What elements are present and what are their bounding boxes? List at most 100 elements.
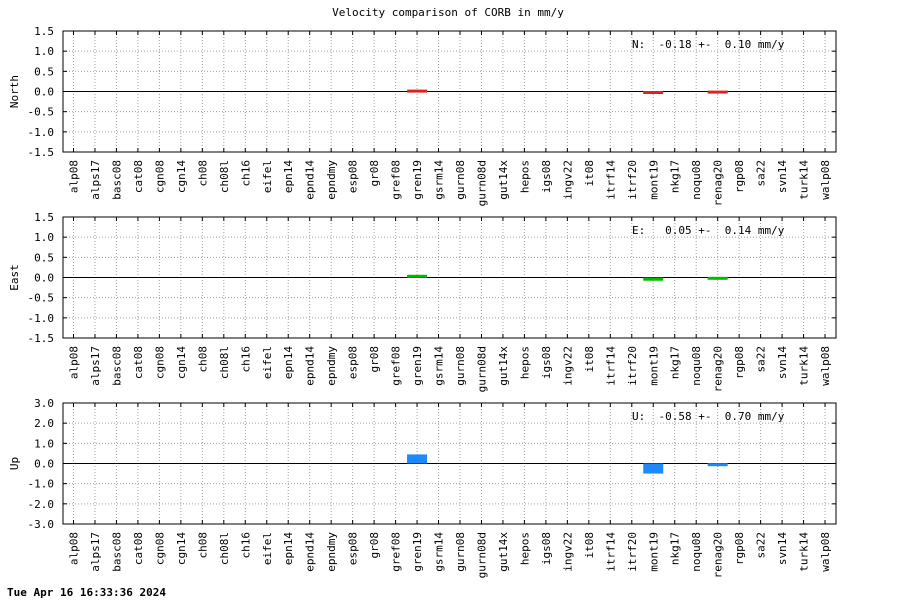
xtick-label: eifel [261, 160, 274, 193]
xtick-label: ingv22 [561, 160, 574, 200]
xtick-label: igs08 [540, 160, 553, 193]
plot-frame [62, 402, 837, 525]
bar-mont19 [643, 277, 664, 281]
xtick-label: gsrm14 [433, 346, 446, 386]
xtick-label: gut14x [497, 346, 510, 386]
xtick-label: cat08 [132, 160, 145, 193]
ytick-label: -0.5 [28, 106, 55, 119]
xtick-label: epnd14 [304, 346, 317, 386]
bar-renag20 [707, 90, 728, 94]
xtick-label: epndmy [325, 160, 338, 200]
xtick-label: gref08 [390, 160, 403, 200]
xtick-label: gurn08d [475, 346, 488, 392]
xtick-label: mont19 [647, 160, 660, 200]
xtick-label: igs08 [540, 532, 553, 565]
ytick-label: 0.5 [34, 251, 54, 264]
xtick-label: epnd14 [304, 532, 317, 572]
ytick-label: 3.0 [34, 397, 54, 410]
ytick-label: 1.0 [34, 45, 54, 58]
xtick-label: itrf14 [604, 532, 617, 572]
y-axis-label: East [8, 264, 21, 291]
xtick-label: esp08 [347, 160, 360, 193]
xtick-label: alps17 [89, 532, 102, 572]
bar-gren19 [407, 89, 428, 93]
xtick-label: noqu08 [690, 532, 703, 572]
bar-mont19 [643, 91, 664, 95]
xtick-label: it08 [583, 532, 596, 559]
ytick-label: -1.0 [28, 126, 55, 139]
xtick-label: renag20 [712, 532, 725, 578]
xtick-label: alps17 [89, 346, 102, 386]
xtick-label: turk14 [798, 160, 811, 200]
xtick-label: ch08l [218, 532, 231, 565]
xtick-label: ch08 [196, 532, 209, 559]
stat-text: U: -0.58 +- 0.70 mm/y [632, 410, 785, 423]
xtick-label: gurn08d [475, 160, 488, 206]
ytick-label: 1.0 [34, 231, 54, 244]
xtick-label: itrf20 [626, 160, 639, 200]
ytick-label: 1.5 [34, 211, 54, 224]
chart-title: Velocity comparison of CORB in mm/y [332, 6, 564, 19]
xtick-label: ch16 [239, 346, 252, 373]
xtick-label: eifel [261, 346, 274, 379]
ytick-label: -1.0 [28, 312, 55, 325]
xtick-label: rgp08 [733, 346, 746, 379]
xtick-label: cgn14 [175, 532, 188, 565]
xtick-label: sa22 [755, 346, 768, 373]
xtick-label: gurn08 [454, 160, 467, 200]
ytick-label: 0.0 [34, 86, 54, 99]
xtick-label: nkg17 [669, 346, 682, 379]
xtick-label: itrf20 [626, 346, 639, 386]
xtick-label: noqu08 [690, 346, 703, 386]
panel-up: 3.0 2.0 1.0 0.0 -1.0 -2.0 -3.0 alp08 alps17 basc0… [8, 397, 837, 578]
xtick-label: ingv22 [561, 532, 574, 572]
xtick-label: epn14 [282, 160, 295, 193]
xtick-label: renag20 [712, 160, 725, 206]
ytick-label: 2.0 [34, 417, 54, 430]
stat-text: N: -0.18 +- 0.10 mm/y [632, 38, 785, 51]
xtick-label: alps17 [89, 160, 102, 200]
xtick-label: gref08 [390, 532, 403, 572]
panel-north: 1.5 1.0 0.5 0.0 -0.5 -1.0 -1.5 alp08 alps17 basc0… [8, 25, 837, 206]
xtick-label: ch08l [218, 160, 231, 193]
xtick-label: alp08 [68, 532, 81, 565]
xtick-label: gren19 [411, 532, 424, 572]
xtick-label: cgn14 [175, 160, 188, 193]
bar-mont19 [643, 463, 664, 474]
xtick-label: epn14 [282, 532, 295, 565]
ytick-label: 1.0 [34, 437, 54, 450]
xtick-label: cgn14 [175, 346, 188, 379]
bar-gren19 [407, 274, 428, 278]
xtick-label: itrf20 [626, 532, 639, 572]
xtick-label: walp08 [819, 160, 832, 200]
bar-gren19 [407, 454, 428, 464]
xtick-label: basc08 [110, 532, 123, 572]
ytick-label: -1.5 [28, 332, 55, 345]
xtick-label: ch08 [196, 160, 209, 187]
xtick-label: gsrm14 [433, 532, 446, 572]
y-axis-label: North [8, 75, 21, 108]
xtick-label: it08 [583, 160, 596, 187]
xtick-label: epndmy [325, 346, 338, 386]
bar-renag20 [707, 276, 728, 280]
xtick-label: ch16 [239, 532, 252, 559]
xtick-label: noqu08 [690, 160, 703, 200]
xtick-label: eifel [261, 532, 274, 565]
xtick-label: svn14 [776, 160, 789, 193]
xtick-label: gurn08 [454, 532, 467, 572]
y-axis-label: Up [8, 457, 21, 470]
xtick-label: mont19 [647, 532, 660, 572]
xtick-label: itrf14 [604, 346, 617, 386]
xtick-label: mont19 [647, 346, 660, 386]
xtick-label: alp08 [68, 160, 81, 193]
ytick-label: 0.0 [34, 458, 54, 471]
footer-timestamp: Tue Apr 16 16:33:36 2024 [7, 586, 166, 599]
xtick-label: alp08 [68, 346, 81, 379]
xtick-label: ingv22 [561, 346, 574, 386]
xtick-label: sa22 [755, 532, 768, 559]
xtick-label: gut14x [497, 160, 510, 200]
xtick-label: nkg17 [669, 532, 682, 565]
xtick-label: gut14x [497, 532, 510, 572]
xtick-label: epnd14 [304, 160, 317, 200]
ytick-label: -1.0 [28, 478, 55, 491]
